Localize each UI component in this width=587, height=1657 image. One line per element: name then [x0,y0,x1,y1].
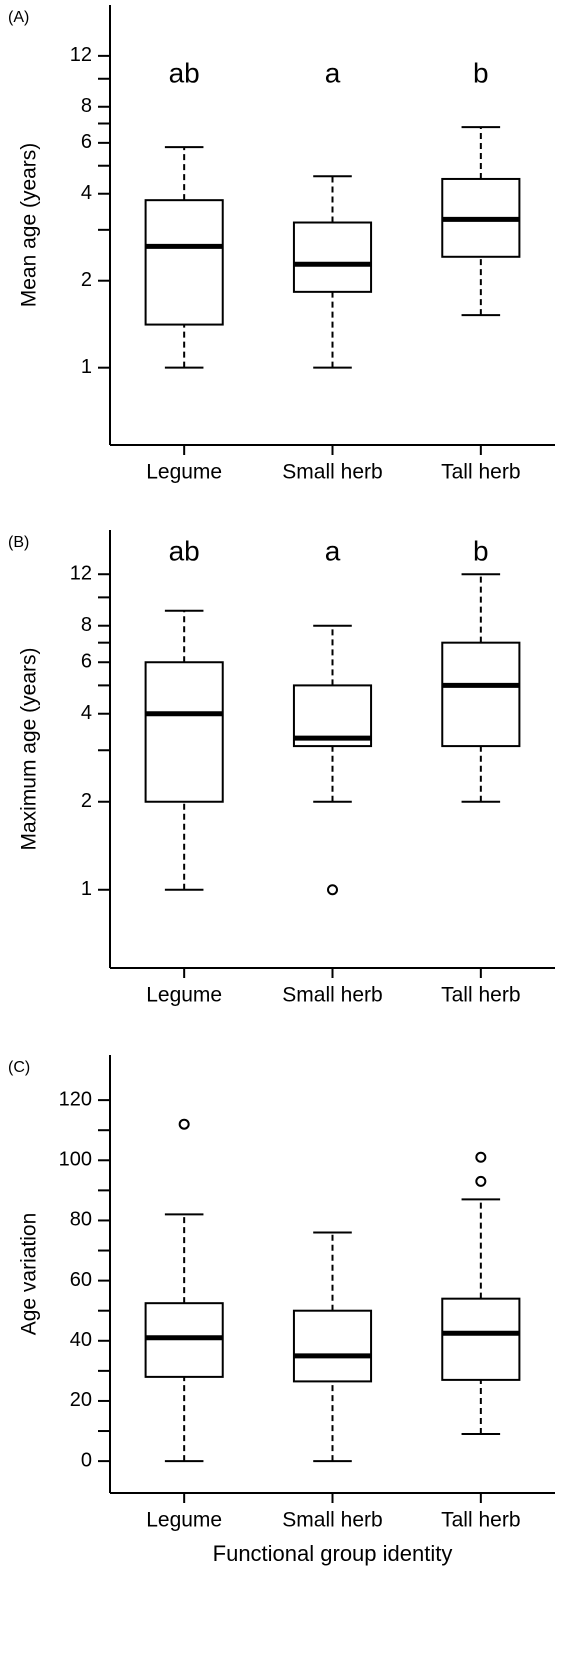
y-tick-label: 120 [59,1088,92,1110]
significance-letter: a [325,535,341,566]
y-tick-label: 2 [81,269,92,291]
x-axis-label: Functional group identity [213,1541,453,1566]
box [144,199,224,326]
y-tick-label: 12 [70,44,92,66]
box [292,1309,373,1383]
y-tick-label: 80 [70,1209,92,1231]
y-tick-label: 4 [81,702,92,724]
significance-letter: ab [169,57,200,88]
x-tick-label: Legume [146,1509,222,1532]
panel-label: (A) [8,9,29,26]
y-tick-label: 2 [81,790,92,812]
y-tick-label: 6 [81,131,92,153]
x-tick-label: Tall herb [441,461,520,484]
outlier [327,884,338,896]
x-tick-label: Small herb [282,984,382,1007]
y-tick-label: 8 [81,614,92,636]
y-axis-label: Age variation [18,1213,41,1336]
y-tick-label: 60 [70,1269,92,1291]
y-tick-label: 6 [81,651,92,673]
x-tick-label: Small herb [282,1509,382,1532]
y-tick-label: 20 [70,1389,92,1411]
box [441,641,521,748]
y-axis-label: Mean age (years) [18,143,41,308]
significance-letter: a [325,57,341,88]
significance-letter: b [473,535,489,566]
y-tick-label: 1 [81,878,92,900]
significance-letter: b [473,57,489,88]
box [144,661,224,803]
x-tick-label: Small herb [282,461,382,484]
outlier [178,1118,190,1130]
x-tick-label: Legume [146,984,222,1007]
y-axis-label: Maximum age (years) [18,647,41,850]
y-tick-label: 0 [81,1449,92,1471]
outlier [475,1175,487,1187]
y-tick-label: 8 [81,95,92,117]
y-tick-label: 40 [70,1329,92,1351]
outlier [475,1151,487,1163]
x-tick-label: Tall herb [441,1509,520,1532]
y-tick-label: 4 [81,182,92,204]
box [441,1297,521,1381]
x-tick-label: Tall herb [441,984,520,1007]
x-tick-label: Legume [146,461,222,484]
panel-label: (C) [8,1059,30,1076]
y-tick-label: 100 [59,1149,92,1171]
panel-label: (B) [8,534,29,551]
y-tick-label: 1 [81,356,92,378]
box [292,221,373,293]
significance-letter: ab [169,535,200,566]
y-tick-label: 12 [70,563,92,585]
